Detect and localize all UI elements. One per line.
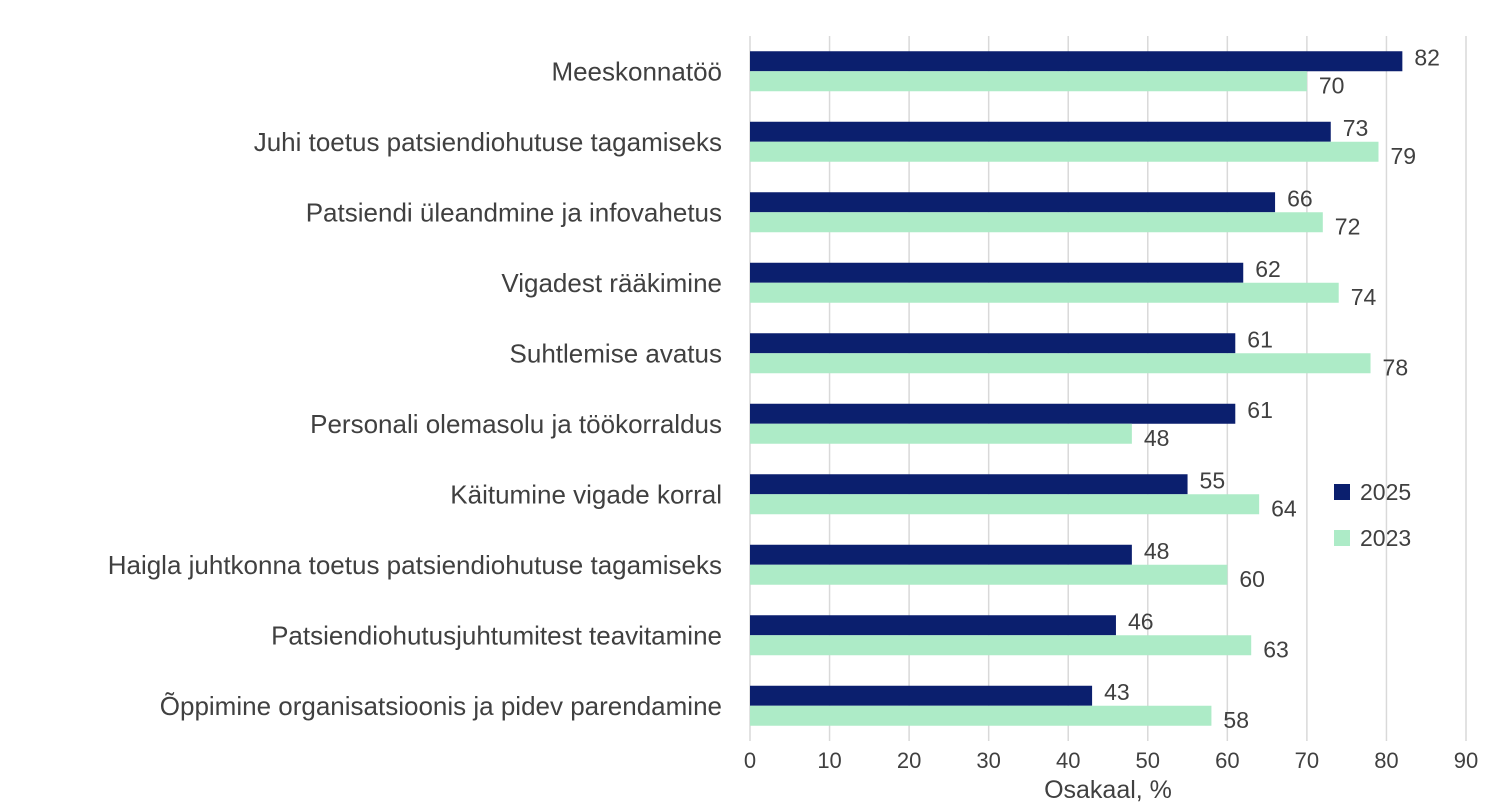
bar-2025 (750, 403, 1236, 424)
x-axis-title: Osakaal, % (1044, 776, 1172, 804)
data-label-2025: 73 (1343, 115, 1369, 141)
x-tick-label: 40 (1056, 748, 1080, 773)
data-label-2023: 70 (1319, 72, 1345, 98)
category-label: Vigadest rääkimine (501, 268, 722, 298)
data-label-2023: 60 (1239, 566, 1265, 592)
bar-2025 (750, 51, 1403, 72)
data-label-2025: 43 (1104, 679, 1130, 705)
bar-2023 (750, 705, 1212, 726)
x-tick-label: 60 (1215, 748, 1239, 773)
data-label-2025: 55 (1200, 467, 1226, 493)
category-label: Patsiendiohutusjuhtumitest teavitamine (271, 620, 722, 650)
category-label: Õppimine organisatsioonis ja pidev paren… (160, 691, 722, 721)
x-tick-label: 20 (897, 748, 921, 773)
x-tick-label: 80 (1374, 748, 1398, 773)
category-label: Käitumine vigade korral (450, 479, 722, 509)
category-label: Personali olemasolu ja töökorraldus (310, 409, 722, 439)
data-label-2025: 61 (1247, 397, 1273, 423)
data-label-2025: 82 (1414, 44, 1440, 70)
data-label-2023: 58 (1223, 707, 1249, 733)
x-tick-label: 90 (1454, 748, 1478, 773)
category-label: Patsiendi üleandmine ja infovahetus (306, 197, 722, 227)
data-label-2023: 63 (1263, 636, 1289, 662)
data-label-2023: 72 (1335, 213, 1361, 239)
bar-2023 (750, 282, 1339, 303)
category-label: Haigla juhtkonna toetus patsiendiohutuse… (108, 550, 722, 580)
data-label-2025: 48 (1144, 538, 1170, 564)
category-label: Juhi toetus patsiendiohutuse tagamiseks (254, 127, 722, 157)
bar-2025 (750, 192, 1276, 213)
x-tick-label: 30 (976, 748, 1000, 773)
bar-2025 (750, 121, 1331, 142)
data-label-2025: 66 (1287, 185, 1313, 211)
bar-2025 (750, 262, 1244, 283)
x-tick-label: 50 (1136, 748, 1160, 773)
legend: 2025 2023 (1334, 479, 1411, 551)
bar-2025 (750, 474, 1188, 495)
bar-2023 (750, 353, 1371, 374)
x-axis-ticks: 0 10 20 30 40 50 60 70 80 90 (744, 748, 1478, 773)
category-labels: Meeskonnatöö Juhi toetus patsiendiohutuse… (108, 56, 722, 721)
bar-2023 (750, 141, 1379, 162)
bar-2023 (750, 635, 1252, 656)
bar-2025 (750, 685, 1093, 706)
bars: 82 70 73 79 66 72 62 74 61 78 61 48 55 64 48 60 46 63 43 58 (750, 44, 1440, 733)
bar-2023 (750, 564, 1228, 585)
data-label-2023: 74 (1351, 284, 1377, 310)
legend-swatch-2023 (1334, 530, 1350, 546)
bar-2025 (750, 333, 1236, 354)
legend-label-2025: 2025 (1360, 479, 1411, 505)
category-label: Suhtlemise avatus (510, 338, 722, 368)
data-label-2025: 46 (1128, 608, 1154, 634)
data-label-2023: 64 (1271, 495, 1297, 521)
data-label-2025: 61 (1247, 326, 1273, 352)
bar-2025 (750, 544, 1132, 565)
bar-2023 (750, 71, 1307, 92)
x-tick-label: 0 (744, 748, 756, 773)
data-label-2025: 62 (1255, 256, 1281, 282)
legend-swatch-2025 (1334, 484, 1350, 500)
bar-2023 (750, 423, 1132, 444)
bar-2025 (750, 615, 1116, 636)
legend-label-2023: 2023 (1360, 525, 1411, 551)
x-tick-label: 70 (1295, 748, 1319, 773)
data-label-2023: 79 (1390, 143, 1416, 169)
data-label-2023: 78 (1383, 354, 1409, 380)
bar-2023 (750, 212, 1323, 233)
x-tick-label: 10 (817, 748, 841, 773)
bar-2023 (750, 494, 1260, 515)
data-label-2023: 48 (1144, 425, 1170, 451)
category-label: Meeskonnatöö (551, 56, 722, 86)
